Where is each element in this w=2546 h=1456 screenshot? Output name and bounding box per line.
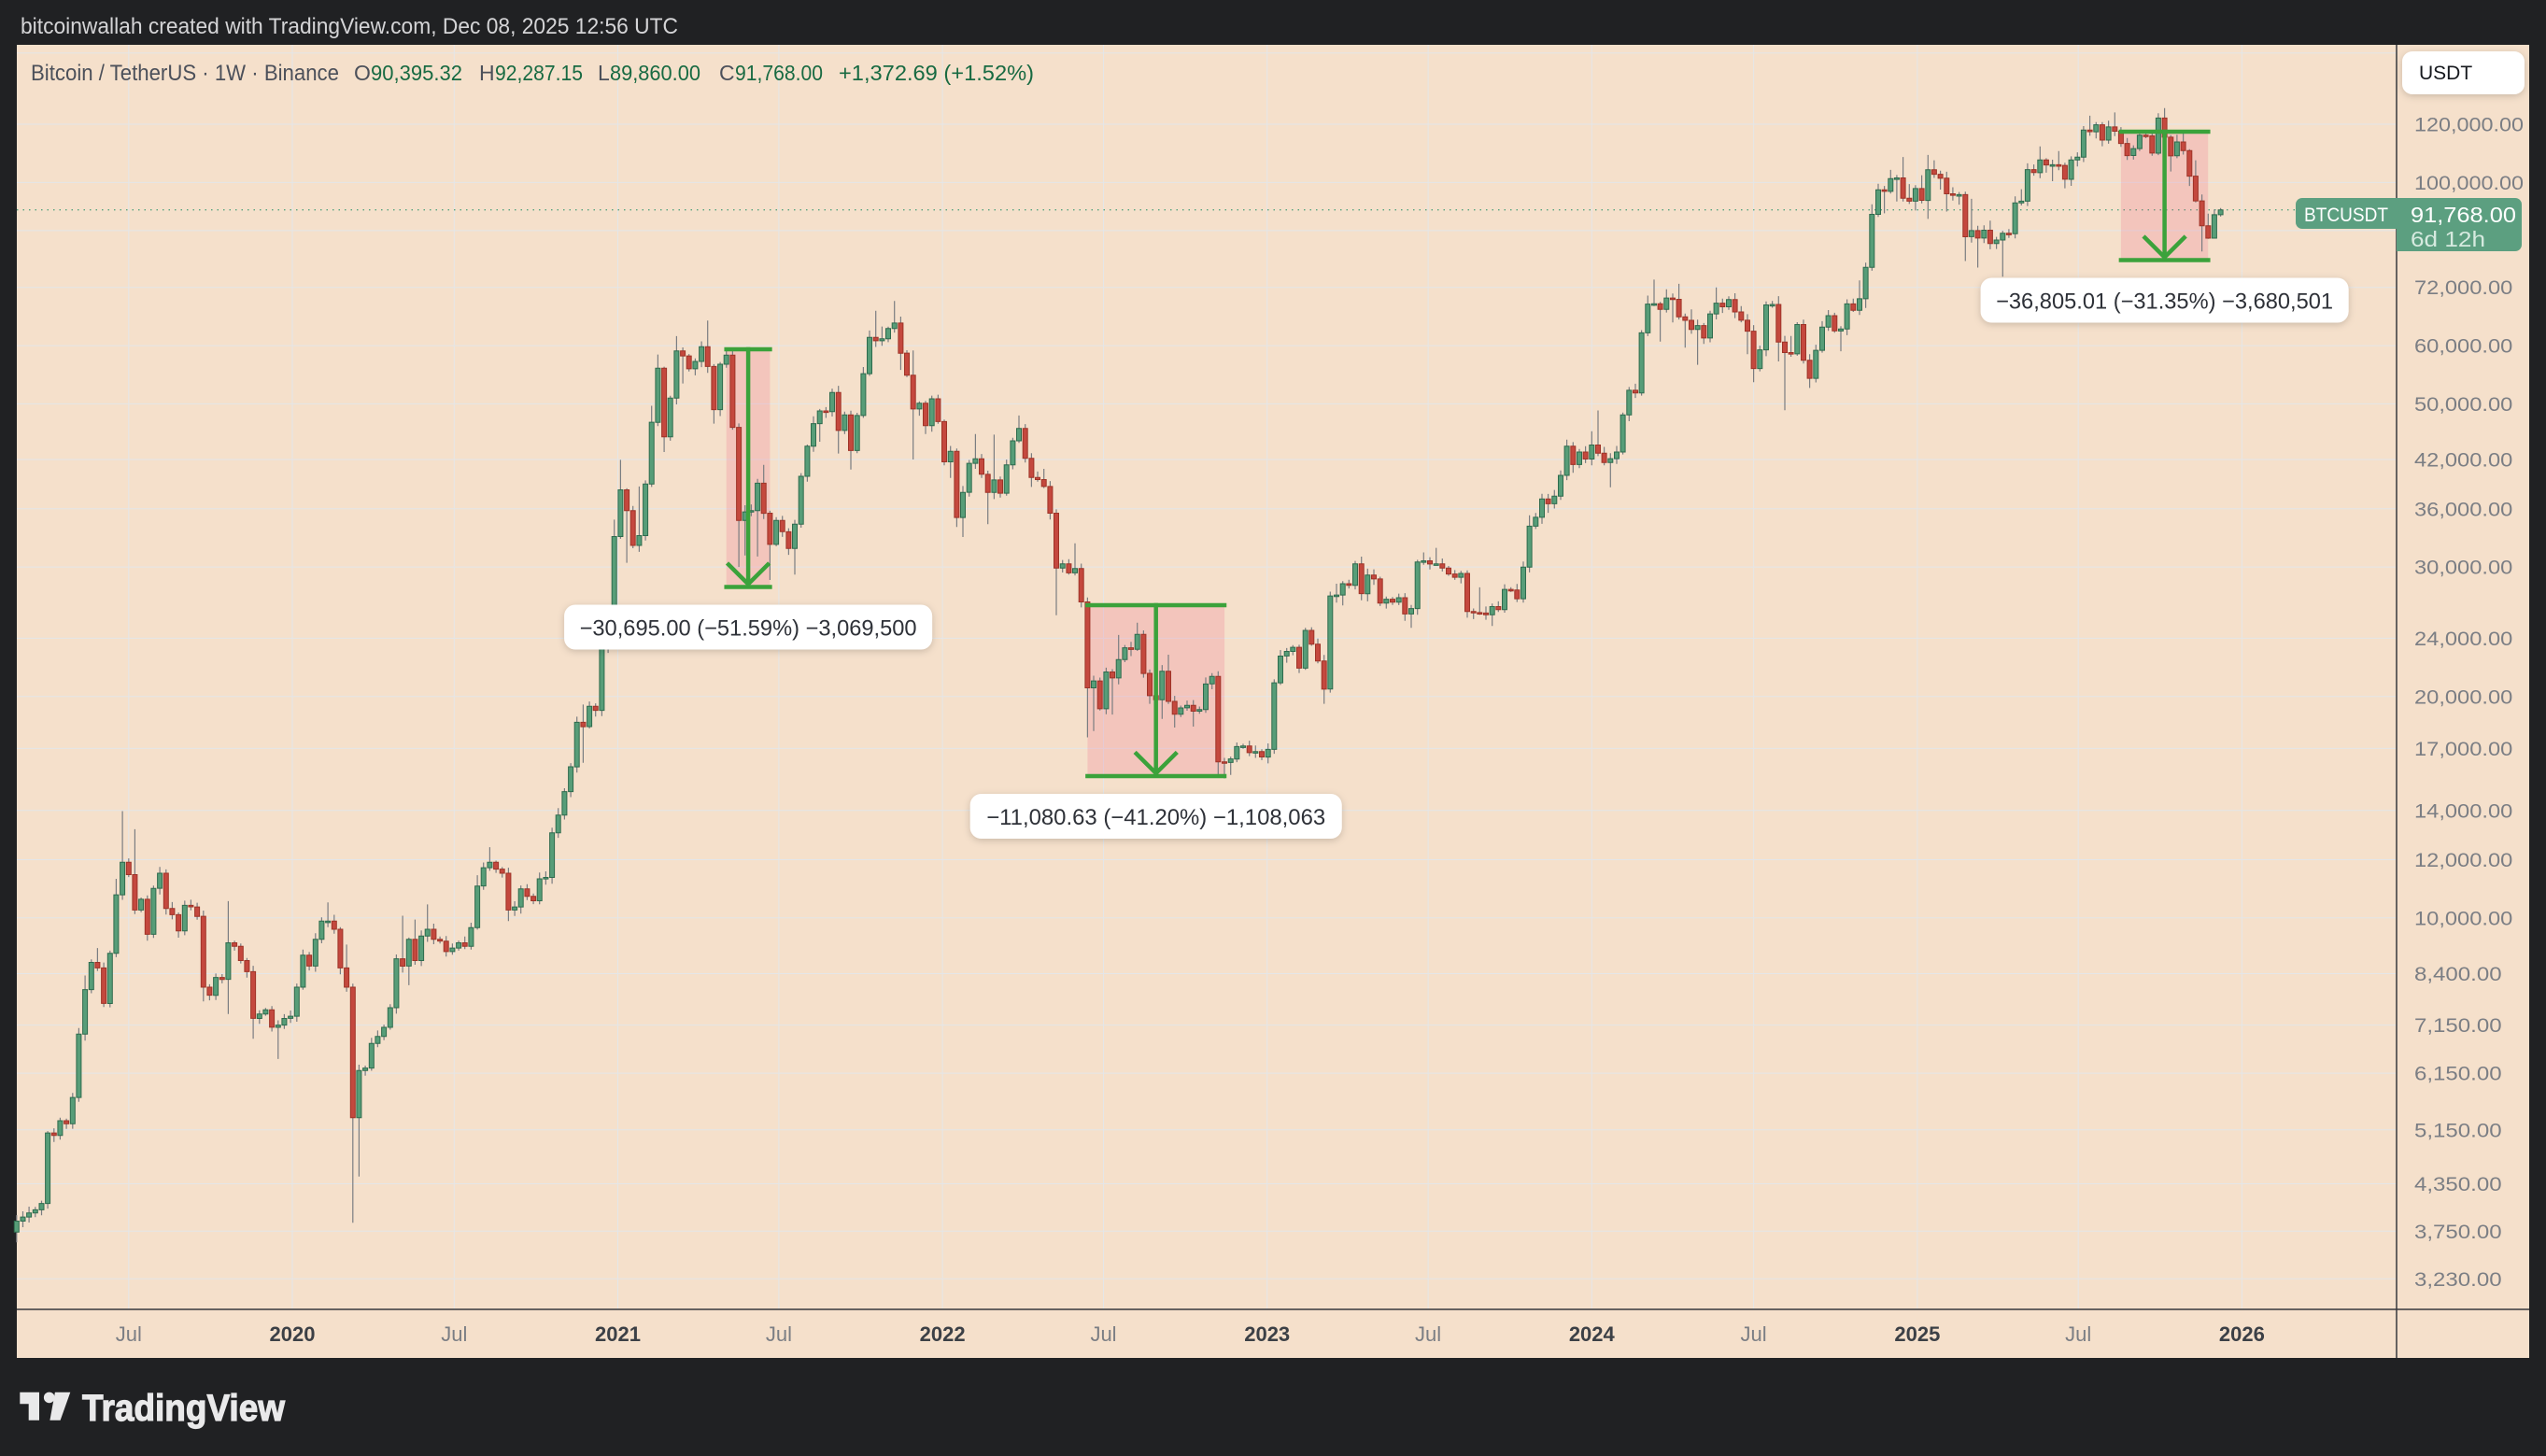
svg-text:L: L: [598, 61, 610, 85]
svg-text:89,860.00: 89,860.00: [610, 61, 700, 85]
svg-text:2022: 2022: [920, 1322, 966, 1346]
svg-text:5,150.00: 5,150.00: [2414, 1120, 2502, 1141]
svg-text:36,000.00: 36,000.00: [2414, 499, 2512, 520]
svg-text:TradingView: TradingView: [82, 1388, 286, 1429]
svg-text:2025: 2025: [1894, 1322, 1940, 1346]
svg-text:Jul: Jul: [1090, 1322, 1116, 1346]
svg-text:O: O: [354, 61, 371, 85]
svg-text:Jul: Jul: [441, 1322, 467, 1346]
svg-text:7,150.00: 7,150.00: [2414, 1015, 2502, 1037]
svg-text:2024: 2024: [1569, 1322, 1616, 1346]
svg-text:30,000.00: 30,000.00: [2414, 558, 2512, 579]
svg-text:Jul: Jul: [766, 1322, 792, 1346]
svg-text:90,395.32: 90,395.32: [371, 61, 462, 85]
svg-text:−36,805.01 (−31.35%) −3,680,50: −36,805.01 (−31.35%) −3,680,501: [1996, 290, 2333, 315]
svg-text:Jul: Jul: [1741, 1322, 1767, 1346]
svg-text:2020: 2020: [270, 1322, 316, 1346]
svg-text:42,000.00: 42,000.00: [2414, 450, 2512, 472]
svg-text:10,000.00: 10,000.00: [2414, 908, 2512, 929]
svg-text:12,000.00: 12,000.00: [2414, 850, 2512, 871]
svg-text:3,750.00: 3,750.00: [2414, 1222, 2502, 1243]
svg-text:bitcoinwallah created with Tra: bitcoinwallah created with TradingView.c…: [21, 14, 678, 39]
svg-text:92,287.15: 92,287.15: [495, 61, 583, 85]
svg-text:50,000.00: 50,000.00: [2414, 394, 2512, 416]
svg-text:BTCUSDT: BTCUSDT: [2304, 205, 2388, 226]
svg-text:Jul: Jul: [2065, 1322, 2091, 1346]
svg-text:8,400.00: 8,400.00: [2414, 964, 2502, 985]
svg-text:−30,695.00 (−51.59%) −3,069,50: −30,695.00 (−51.59%) −3,069,500: [580, 616, 917, 642]
svg-text:Bitcoin / TetherUS · 1W · Bina: Bitcoin / TetherUS · 1W · Binance: [31, 61, 339, 86]
svg-text:100,000.00: 100,000.00: [2414, 173, 2524, 194]
svg-text:14,000.00: 14,000.00: [2414, 800, 2512, 822]
svg-text:USDT: USDT: [2419, 63, 2472, 84]
svg-text:72,000.00: 72,000.00: [2414, 277, 2512, 299]
svg-text:Jul: Jul: [1415, 1322, 1441, 1346]
svg-text:60,000.00: 60,000.00: [2414, 336, 2512, 358]
svg-text:6,150.00: 6,150.00: [2414, 1064, 2502, 1085]
svg-text:2021: 2021: [595, 1322, 641, 1346]
svg-text:17,000.00: 17,000.00: [2414, 739, 2512, 760]
svg-text:3,230.00: 3,230.00: [2414, 1269, 2502, 1291]
svg-text:24,000.00: 24,000.00: [2414, 629, 2512, 650]
svg-text:4,350.00: 4,350.00: [2414, 1174, 2502, 1195]
svg-text:20,000.00: 20,000.00: [2414, 686, 2512, 708]
svg-text:C: C: [719, 61, 735, 85]
svg-text:−11,080.63 (−41.20%) −1,108,06: −11,080.63 (−41.20%) −1,108,063: [986, 805, 1325, 830]
svg-text:120,000.00: 120,000.00: [2414, 115, 2524, 136]
svg-text:91,768.00: 91,768.00: [735, 61, 823, 85]
svg-text:2023: 2023: [1244, 1322, 1290, 1346]
svg-text:Jul: Jul: [116, 1322, 142, 1346]
svg-text:H: H: [479, 61, 495, 85]
svg-text:+1,372.69 (+1.52%): +1,372.69 (+1.52%): [839, 61, 1034, 85]
svg-text:6d 12h: 6d 12h: [2411, 227, 2485, 251]
svg-text:2026: 2026: [2219, 1322, 2265, 1346]
svg-text:91,768.00: 91,768.00: [2411, 203, 2516, 227]
